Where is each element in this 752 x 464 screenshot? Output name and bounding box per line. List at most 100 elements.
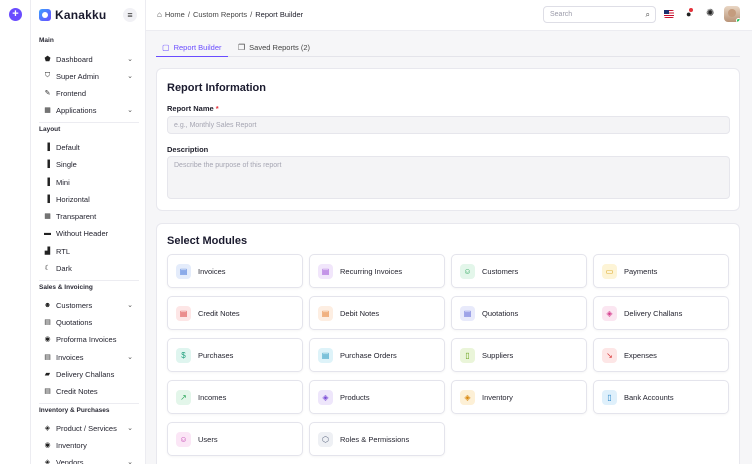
trending-down-icon: ↘ (602, 347, 617, 363)
tab-label: Report Builder (173, 42, 222, 52)
module-card-purchase-orders[interactable]: ▤ Purchase Orders (309, 338, 445, 372)
module-card-quotations[interactable]: ▤ Quotations (451, 296, 587, 330)
sidebar-item-single[interactable]: ▐ Single (43, 157, 133, 171)
sidebar-item-horizontal[interactable]: ▐ Horizontal (43, 192, 133, 206)
sidebar-item-label: Invoices (56, 352, 84, 362)
description-label: Description (167, 145, 209, 154)
sidebar-item-label: Quotations (56, 317, 93, 327)
sidebar-item-dark[interactable]: ☾ Dark (43, 261, 133, 275)
layout-mini-icon: ▐ (45, 178, 50, 186)
sidebar-item-label: Product / Services (56, 423, 117, 433)
report-name-label: Report Name * (167, 104, 219, 113)
sidebar-item-super-admin[interactable]: ⛉ Super Admin ⌄ (43, 69, 133, 83)
sidebar-item-label: Super Admin (56, 71, 99, 81)
module-card-bank-accounts[interactable]: ▯ Bank Accounts (593, 380, 729, 414)
search-input[interactable]: Search ⌕ (543, 6, 656, 23)
module-card-debit-notes[interactable]: ▤ Debit Notes (309, 296, 445, 330)
search-icon[interactable]: ⌕ (645, 10, 650, 19)
theme-toggle-icon[interactable]: ✺ (706, 8, 715, 19)
module-card-purchases[interactable]: $ Purchases (167, 338, 303, 372)
report-name-input[interactable]: e.g., Monthly Sales Report (167, 116, 730, 134)
sidebar-item-label: Dashboard (56, 54, 93, 64)
chevron-down-icon[interactable]: ⌄ (127, 459, 133, 464)
notification-bell-icon[interactable]: ● (686, 8, 694, 19)
sidebar-item-label: Dark (56, 263, 72, 273)
sidebar-item-inventory[interactable]: ◉ Inventory (43, 438, 133, 452)
chevron-down-icon[interactable]: ⌄ (127, 425, 133, 432)
module-card-customers[interactable]: ☺ Customers (451, 254, 587, 288)
module-card-users[interactable]: ☺ Users (167, 422, 303, 456)
sidebar-item-frontend[interactable]: ✎ Frontend (43, 86, 133, 100)
avatar[interactable] (724, 6, 740, 22)
module-card-expenses[interactable]: ↘ Expenses (593, 338, 729, 372)
sidebar-item-delivery-challans[interactable]: ▰ Delivery Challans (43, 367, 133, 381)
module-card-credit-notes[interactable]: ▤ Credit Notes (167, 296, 303, 330)
module-card-incomes[interactable]: ↗ Incomes (167, 380, 303, 414)
home-icon[interactable]: ⌂ (157, 10, 162, 19)
sidebar-item-rtl[interactable]: ▟ RTL (43, 244, 133, 258)
sidebar-item-mini[interactable]: ▐ Mini (43, 175, 133, 189)
description-textarea[interactable]: Describe the purpose of this report (167, 156, 730, 199)
sidebar-item-invoices[interactable]: ▤ Invoices ⌄ (43, 350, 133, 364)
users-icon: ☺ (176, 431, 191, 447)
required-mark: * (215, 104, 219, 113)
sidebar-item-transparent[interactable]: ▦ Transparent (43, 209, 133, 223)
inventory-icon: ◈ (460, 389, 475, 405)
sidebar-toggle-icon[interactable]: ≡ (123, 8, 137, 22)
sidebar-item-label: Mini (56, 177, 70, 187)
topbar: ⌂ Home / Custom Reports / Report Builder… (146, 0, 752, 31)
breadcrumb-home[interactable]: Home (164, 10, 185, 19)
sidebar-item-customers[interactable]: ☻ Customers ⌄ (43, 298, 133, 312)
brand-name: Kanakku (55, 8, 107, 22)
sidebar-item-label: Without Header (56, 228, 109, 238)
module-card-invoices[interactable]: ▤ Invoices (167, 254, 303, 288)
sidebar-item-proforma-invoices[interactable]: ◉ Proforma Invoices (43, 332, 133, 346)
chevron-down-icon[interactable]: ⌄ (127, 354, 133, 361)
sidebar-item-label: Customers (56, 300, 93, 310)
sidebar-item-label: Applications (56, 105, 97, 115)
tab-report-builder[interactable]: ▢ Report Builder (156, 38, 228, 57)
breadcrumb-separator: / (250, 10, 253, 19)
customers-icon: ☺ (460, 263, 475, 279)
chevron-down-icon[interactable]: ⌄ (127, 73, 133, 80)
sidebar-item-without-header[interactable]: ▬ Without Header (43, 226, 133, 240)
quotation-icon: ▤ (44, 319, 51, 326)
module-label: Expenses (624, 350, 657, 360)
tab-saved-reports[interactable]: ❐ Saved Reports (2) (232, 38, 316, 57)
module-card-inventory[interactable]: ◈ Inventory (451, 380, 587, 414)
sidebar-item-vendors[interactable]: ◈ Vendors ⌄ (43, 455, 133, 464)
sidebar-item-product-services[interactable]: ◈ Product / Services ⌄ (43, 421, 133, 435)
report-name-label-text: Report Name (167, 104, 214, 113)
module-card-suppliers[interactable]: ▯ Suppliers (451, 338, 587, 372)
chevron-down-icon[interactable]: ⌄ (127, 302, 133, 309)
sidebar-item-dashboard[interactable]: ⬟ Dashboard ⌄ (43, 52, 133, 66)
sidebar-section-title: Layout (39, 126, 61, 133)
module-card-payments[interactable]: ▭ Payments (593, 254, 729, 288)
sidebar-item-default[interactable]: ▐ Default (43, 140, 133, 154)
brush-icon: ✎ (44, 90, 51, 97)
module-card-recurring-invoices[interactable]: ▤ Recurring Invoices (309, 254, 445, 288)
chevron-down-icon[interactable]: ⌄ (127, 56, 133, 63)
us-flag-icon[interactable] (664, 10, 674, 18)
rtl-icon: ▟ (44, 248, 51, 255)
debit-note-icon: ▤ (318, 305, 333, 321)
sidebar-item-applications[interactable]: ▦ Applications ⌄ (43, 103, 133, 117)
module-card-products[interactable]: ◈ Products (309, 380, 445, 414)
chevron-down-icon[interactable]: ⌄ (127, 107, 133, 114)
truck-icon: ▰ (44, 371, 51, 378)
report-icon: ▢ (162, 42, 170, 52)
module-label: Purchase Orders (340, 350, 397, 360)
sidebar-item-quotations[interactable]: ▤ Quotations (43, 315, 133, 329)
sidebar-item-label: RTL (56, 246, 71, 256)
add-new-icon[interactable]: + (9, 8, 22, 21)
sidebar: Kanakku ≡ Main ⬟ Dashboard ⌄ ⛉ Super Admin ⌄ ✎ F… (31, 0, 146, 464)
module-card-roles-permissions[interactable]: ⬡ Roles & Permissions (309, 422, 445, 456)
breadcrumb-custom-reports[interactable]: Custom Reports (192, 10, 248, 19)
sidebar-divider (39, 403, 139, 404)
select-modules-card: Select Modules ▤ Invoices ▤ Recurring Invoi… (156, 223, 740, 464)
module-card-delivery-challans[interactable]: ◈ Delivery Challans (593, 296, 729, 330)
sidebar-item-credit-notes[interactable]: ▤ Credit Notes (43, 384, 133, 398)
layout-transparent-icon: ▦ (44, 213, 51, 220)
brand-logo[interactable]: Kanakku (39, 7, 106, 23)
bank-icon: ▯ (602, 389, 617, 405)
